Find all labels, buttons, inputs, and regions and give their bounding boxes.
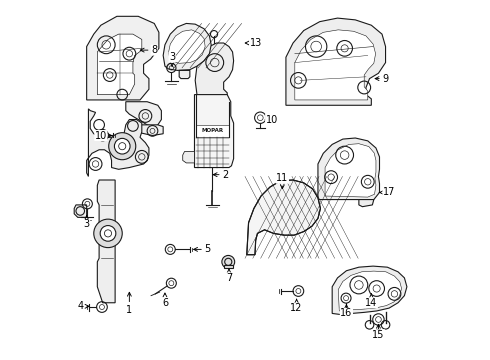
Polygon shape: [318, 138, 379, 199]
Polygon shape: [195, 95, 234, 167]
Polygon shape: [87, 109, 149, 176]
Polygon shape: [183, 152, 195, 163]
Text: MOPAR: MOPAR: [201, 129, 223, 134]
Polygon shape: [126, 102, 161, 127]
Bar: [196, 125, 229, 137]
Polygon shape: [179, 71, 190, 78]
Text: 3: 3: [84, 216, 90, 229]
Circle shape: [109, 133, 136, 160]
Text: 9: 9: [375, 73, 389, 84]
Circle shape: [114, 138, 130, 154]
Polygon shape: [332, 266, 407, 315]
Text: 1: 1: [126, 292, 132, 315]
Text: 12: 12: [291, 299, 303, 313]
Polygon shape: [137, 125, 163, 135]
Text: 14: 14: [365, 294, 377, 308]
Text: 16: 16: [340, 305, 352, 319]
Polygon shape: [98, 34, 142, 95]
Polygon shape: [87, 16, 159, 100]
Polygon shape: [98, 180, 115, 303]
Bar: [224, 265, 233, 268]
Polygon shape: [359, 199, 374, 207]
Circle shape: [222, 256, 235, 268]
Polygon shape: [169, 30, 205, 63]
Polygon shape: [247, 180, 320, 255]
Polygon shape: [295, 30, 376, 100]
Polygon shape: [74, 205, 87, 217]
Text: 3: 3: [169, 52, 175, 66]
Polygon shape: [338, 271, 402, 311]
Circle shape: [100, 226, 116, 241]
Circle shape: [94, 219, 122, 248]
Text: 5: 5: [194, 244, 211, 255]
Text: 10: 10: [95, 131, 112, 140]
Polygon shape: [325, 144, 376, 197]
Text: 15: 15: [372, 324, 385, 340]
Polygon shape: [195, 43, 234, 102]
Polygon shape: [163, 23, 211, 71]
Text: 2: 2: [213, 170, 228, 180]
Text: 17: 17: [379, 188, 395, 197]
Text: 13: 13: [245, 38, 262, 48]
Text: 6: 6: [162, 293, 168, 308]
Text: 8: 8: [140, 45, 157, 55]
Text: 4: 4: [77, 301, 89, 311]
Text: 10: 10: [265, 114, 278, 125]
Polygon shape: [286, 18, 386, 105]
Text: 11: 11: [276, 173, 289, 189]
Text: 7: 7: [226, 269, 232, 283]
